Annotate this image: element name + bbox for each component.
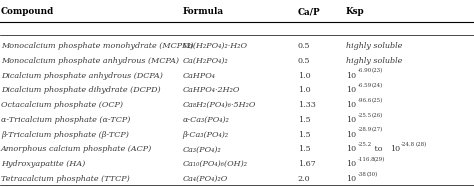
Text: Ca₈H₂(PO₄)₆·5H₂O: Ca₈H₂(PO₄)₆·5H₂O <box>182 101 256 109</box>
Text: -28.9: -28.9 <box>357 127 372 132</box>
Text: CaHPO₄: CaHPO₄ <box>182 72 216 80</box>
Text: (30): (30) <box>367 172 378 177</box>
Text: -96.6: -96.6 <box>357 98 372 103</box>
Text: Ca/P: Ca/P <box>298 7 320 16</box>
Text: -6.90: -6.90 <box>357 68 372 73</box>
Text: -6.59: -6.59 <box>357 83 372 88</box>
Text: 10: 10 <box>346 175 356 183</box>
Text: Ca(H₂PO₄)₂: Ca(H₂PO₄)₂ <box>182 57 228 65</box>
Text: Octacalcium phosphate (OCP): Octacalcium phosphate (OCP) <box>1 101 123 109</box>
Text: 10: 10 <box>346 160 356 168</box>
Text: -24.8: -24.8 <box>401 142 415 147</box>
Text: 0.5: 0.5 <box>298 42 310 50</box>
Text: Compound: Compound <box>1 7 54 16</box>
Text: 10: 10 <box>346 131 356 139</box>
Text: 1.67: 1.67 <box>298 160 315 168</box>
Text: 1.33: 1.33 <box>298 101 316 109</box>
Text: 2.0: 2.0 <box>298 175 310 183</box>
Text: (28): (28) <box>415 142 427 147</box>
Text: 1.0: 1.0 <box>298 86 310 94</box>
Text: (26): (26) <box>372 113 383 118</box>
Text: Ca₁₀(PO₄)₆(OH)₂: Ca₁₀(PO₄)₆(OH)₂ <box>182 160 247 168</box>
Text: 10: 10 <box>346 72 356 80</box>
Text: 1.5: 1.5 <box>298 145 310 154</box>
Text: 1.5: 1.5 <box>298 131 310 139</box>
Text: highly soluble: highly soluble <box>346 57 402 65</box>
Text: Tetracalcium phosphate (TTCP): Tetracalcium phosphate (TTCP) <box>1 175 130 183</box>
Text: -25.5: -25.5 <box>357 113 372 118</box>
Text: β-Ca₃(PO₄)₂: β-Ca₃(PO₄)₂ <box>182 131 228 139</box>
Text: Dicalcium phosphate anhydrous (DCPA): Dicalcium phosphate anhydrous (DCPA) <box>1 72 163 80</box>
Text: CaHPO₄·2H₂O: CaHPO₄·2H₂O <box>182 86 240 94</box>
Text: Ksp: Ksp <box>346 7 365 16</box>
Text: α-Ca₃(PO₄)₂: α-Ca₃(PO₄)₂ <box>182 116 229 124</box>
Text: 10: 10 <box>346 101 356 109</box>
Text: Monocalcium phosphate monohydrate (MCPM): Monocalcium phosphate monohydrate (MCPM) <box>1 42 193 50</box>
Text: Formula: Formula <box>182 7 224 16</box>
Text: Ca₄(PO₄)₂O: Ca₄(PO₄)₂O <box>182 175 228 183</box>
Text: 10: 10 <box>346 145 356 154</box>
Text: Monocalcium phosphate anhydrous (MCPA): Monocalcium phosphate anhydrous (MCPA) <box>1 57 179 65</box>
Text: -38: -38 <box>357 172 366 177</box>
Text: 1.0: 1.0 <box>298 72 310 80</box>
Text: 10: 10 <box>346 116 356 124</box>
Text: (23): (23) <box>372 68 383 73</box>
Text: α-Tricalcium phosphate (α-TCP): α-Tricalcium phosphate (α-TCP) <box>1 116 130 124</box>
Text: to: to <box>372 145 384 154</box>
Text: β-Tricalcium phosphate (β-TCP): β-Tricalcium phosphate (β-TCP) <box>1 131 129 139</box>
Text: Ca(H₂PO₄)₂·H₂O: Ca(H₂PO₄)₂·H₂O <box>182 42 247 50</box>
Text: Dicalcium phosphate dihydrate (DCPD): Dicalcium phosphate dihydrate (DCPD) <box>1 86 161 94</box>
Text: Hydroxyapatite (HA): Hydroxyapatite (HA) <box>1 160 85 168</box>
Text: Amorphous calcium phosphate (ACP): Amorphous calcium phosphate (ACP) <box>1 145 152 154</box>
Text: (27): (27) <box>372 127 383 132</box>
Text: Ca₃(PO₄)₂: Ca₃(PO₄)₂ <box>182 145 221 154</box>
Text: (24): (24) <box>372 83 383 88</box>
Text: (25): (25) <box>372 98 383 103</box>
Text: -116.8: -116.8 <box>357 157 375 162</box>
Text: 10: 10 <box>390 145 400 154</box>
Text: -25.2: -25.2 <box>357 142 372 147</box>
Text: highly soluble: highly soluble <box>346 42 402 50</box>
Text: 0.5: 0.5 <box>298 57 310 65</box>
Text: 1.5: 1.5 <box>298 116 310 124</box>
Text: 10: 10 <box>346 86 356 94</box>
Text: (29): (29) <box>374 157 385 162</box>
